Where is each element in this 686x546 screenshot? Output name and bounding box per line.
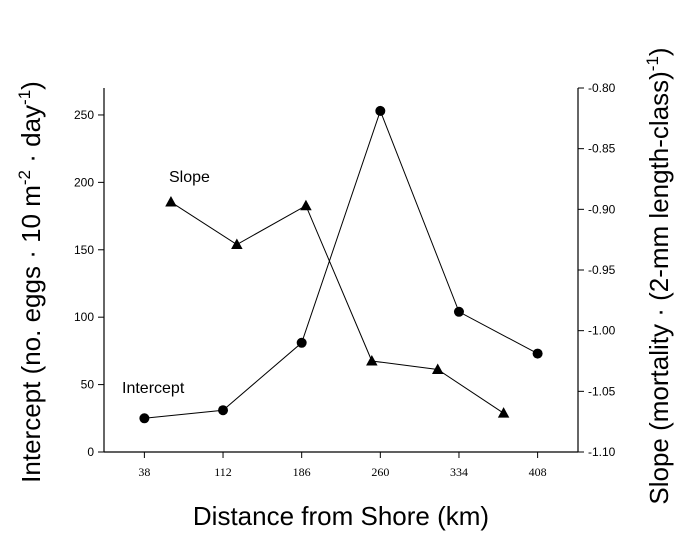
right-y-tick-label: -0.80	[588, 81, 616, 95]
x-tick-label: 408	[529, 465, 547, 479]
slope-point	[300, 199, 312, 211]
left-y-tick-label: 0	[87, 445, 94, 459]
right-y-tick-label: -1.00	[588, 324, 616, 338]
right-y-tick-label: -0.85	[588, 142, 616, 156]
series-layer	[139, 105, 543, 424]
right-y-axis-title-sup: -1	[643, 56, 662, 71]
intercept-point	[296, 337, 307, 348]
slope-point	[231, 238, 243, 250]
right-y-tick-label: -1.10	[588, 445, 616, 459]
slope-point	[165, 196, 177, 207]
x-tick-label: 334	[450, 465, 468, 479]
intercept-series-annotation: Intercept	[122, 380, 185, 397]
x-tick-label: 112	[214, 465, 232, 479]
intercept-point	[532, 348, 543, 359]
right-y-tick-label: -0.95	[588, 263, 616, 277]
intercept-point	[139, 413, 150, 424]
left-y-axis-title-mid: · day	[16, 105, 46, 170]
x-tick-label: 38	[138, 465, 150, 479]
x-tick-label: 260	[371, 465, 389, 479]
axes	[103, 88, 579, 453]
right-y-tick-label: -0.90	[588, 202, 616, 216]
slope-series-line	[170, 201, 504, 414]
intercept-point	[375, 105, 386, 116]
ticks: 38 112 186 260 334 408 0 50 100 150 200 250 -0.80 -0.…	[74, 81, 616, 479]
left-y-tick-label: 200	[74, 175, 94, 189]
intercept-series-line	[144, 109, 538, 419]
right-y-axis-title: Slope (mortality · (2-mm length-class)-1…	[643, 47, 674, 504]
left-y-axis-title-sup-2: -1	[15, 90, 34, 105]
left-y-tick-label: 50	[81, 378, 95, 392]
x-tick-label: 186	[293, 465, 311, 479]
right-y-axis-title-main: Slope (mortality · (2-mm length-class)	[644, 71, 674, 504]
left-y-tick-label: 100	[74, 310, 94, 324]
slope-point	[497, 407, 510, 418]
left-y-axis-title-end: )	[16, 81, 46, 90]
right-y-axis-title-end: )	[644, 47, 674, 56]
intercept-point	[218, 405, 229, 416]
left-y-axis-title: Intercept (no. eggs · 10 m-2 · day-1)	[15, 81, 46, 483]
x-axis-title: Distance from Shore (km)	[193, 501, 489, 531]
slope-point	[366, 355, 378, 366]
slope-point	[431, 363, 444, 374]
left-y-tick-label: 250	[74, 108, 94, 122]
left-y-axis-title-main: Intercept (no. eggs · 10 m	[16, 185, 46, 483]
right-y-tick-label: -1.05	[588, 384, 616, 398]
intercept-point	[453, 306, 464, 317]
left-y-tick-label: 150	[74, 243, 94, 257]
slope-series-annotation: Slope	[169, 169, 210, 186]
left-y-axis-title-sup-1: -2	[15, 170, 34, 185]
